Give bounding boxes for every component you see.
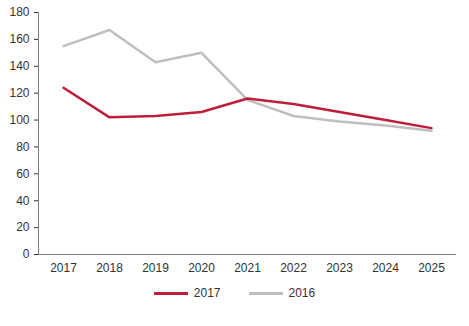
svg-text:100: 100 xyxy=(9,113,29,127)
svg-text:2025: 2025 xyxy=(418,261,445,275)
svg-text:2017: 2017 xyxy=(50,261,77,275)
svg-text:20: 20 xyxy=(16,220,30,234)
svg-text:2024: 2024 xyxy=(372,261,399,275)
svg-text:80: 80 xyxy=(16,140,30,154)
svg-text:2023: 2023 xyxy=(326,261,353,275)
svg-text:40: 40 xyxy=(16,194,30,208)
svg-text:180: 180 xyxy=(9,5,29,19)
html-text:2016: 2016 xyxy=(288,286,316,300)
svg-text:60: 60 xyxy=(16,167,30,181)
svg-text:2022: 2022 xyxy=(280,261,307,275)
svg-text:2020: 2020 xyxy=(188,261,215,275)
svg-text:120: 120 xyxy=(9,86,29,100)
svg-text:140: 140 xyxy=(9,59,29,73)
svg-text:160: 160 xyxy=(9,32,29,46)
html-text:2017: 2017 xyxy=(193,286,221,300)
svg-text:2019: 2019 xyxy=(142,261,169,275)
svg-text:2021: 2021 xyxy=(234,261,261,275)
svg-text:2018: 2018 xyxy=(96,261,123,275)
svg-text:0: 0 xyxy=(23,247,30,261)
